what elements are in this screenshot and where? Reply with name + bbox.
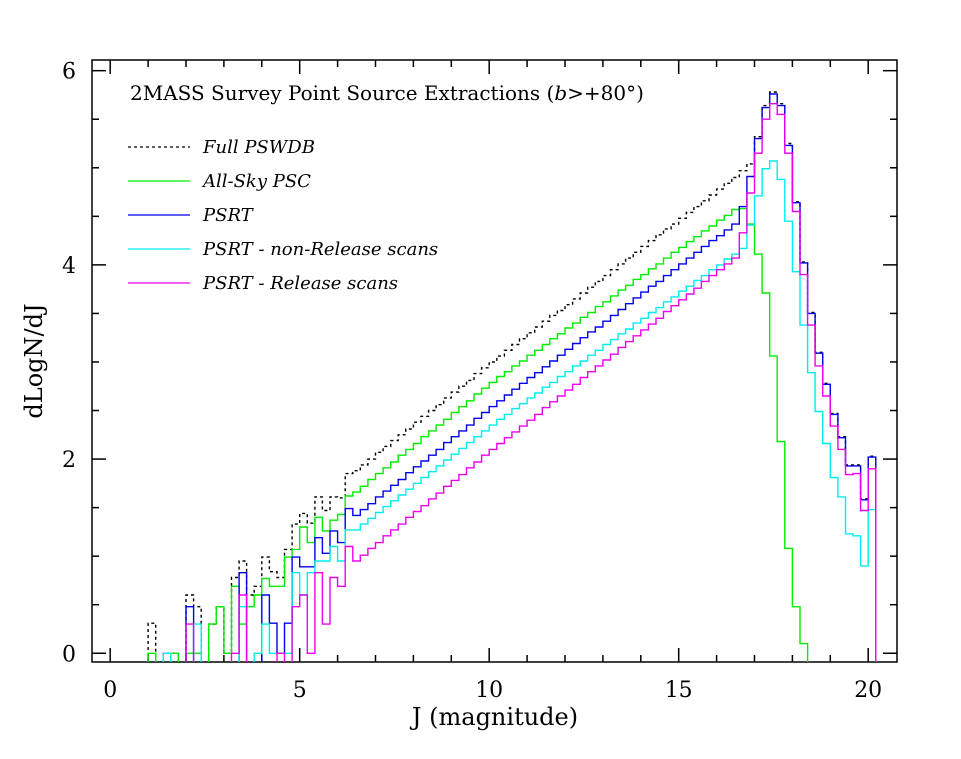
- title-suffix: >+80°): [567, 81, 644, 105]
- legend: Full PSWDB All-Sky PSC PSRT PSRT - non-Rele…: [128, 137, 438, 294]
- y-tick-label: 6: [62, 60, 76, 85]
- x-tick-label: 5: [293, 678, 307, 703]
- x-tick-label: 15: [665, 678, 693, 703]
- y-tick-label: 4: [62, 254, 76, 279]
- tick-labels: 0 5 10 15 20 0 2 4 6: [62, 60, 882, 703]
- y-tick-label: 0: [62, 642, 76, 667]
- series-line-1: [147, 207, 809, 662]
- axis-ticks: [92, 60, 897, 662]
- series-line-4: [185, 103, 877, 662]
- x-tick-label: 20: [854, 678, 882, 703]
- series-line-0: [147, 91, 877, 662]
- legend-label-2: PSRT: [202, 205, 255, 226]
- x-tick-label: 10: [475, 678, 503, 703]
- title-prefix: 2MASS Survey Point Source Extractions (: [130, 81, 554, 105]
- series-line-3: [162, 160, 877, 662]
- plot-frame: [91, 59, 898, 663]
- legend-label-3: PSRT - non-Release scans: [202, 239, 438, 260]
- x-axis-label: J (magnitude): [409, 703, 578, 731]
- y-tick-label: 2: [62, 448, 76, 473]
- chart-title: 2MASS Survey Point Source Extractions (b…: [130, 81, 644, 105]
- y-axis-label: dLogN/dJ: [20, 303, 48, 418]
- legend-label-0: Full PSWDB: [202, 137, 315, 158]
- title-variable: b: [554, 81, 567, 105]
- series-layer: [147, 91, 877, 662]
- legend-label-4: PSRT - Release scans: [202, 273, 398, 294]
- legend-label-1: All-Sky PSC: [201, 171, 311, 192]
- x-tick-label: 0: [103, 678, 117, 703]
